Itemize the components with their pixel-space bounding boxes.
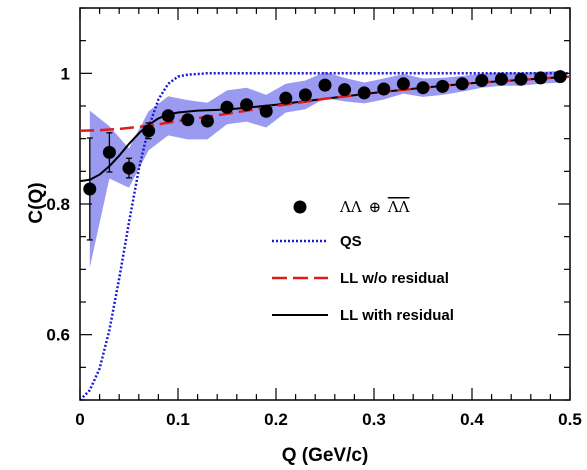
legend-data-label-prefix: ΛΛ <box>339 198 362 216</box>
data-point <box>122 161 136 175</box>
plot-frame <box>79 7 571 401</box>
data-point <box>200 114 214 128</box>
data-point <box>455 77 469 91</box>
systematic-band <box>89 70 561 268</box>
data-point-layer <box>83 70 567 241</box>
data-point <box>220 100 234 114</box>
x-tick-label: 0.4 <box>460 410 484 429</box>
qs-curve <box>80 72 570 400</box>
data-point <box>553 70 567 84</box>
data-point <box>83 182 97 196</box>
data-point <box>240 98 254 112</box>
legend-label-ll-with-residual: LL with residual <box>340 307 454 324</box>
data-point <box>142 124 156 138</box>
data-point <box>279 91 293 105</box>
x-tick-label: 0.3 <box>362 410 386 429</box>
legend-data-label: ΛΛ ⊕ ΛΛ <box>339 198 410 216</box>
legend-label-ll-wo-residual: LL w/o residual <box>340 270 449 287</box>
legend-data-marker <box>293 200 307 214</box>
data-point <box>259 104 273 118</box>
legend-data-label-op: ⊕ <box>368 198 381 216</box>
legend-label-qs: QS <box>340 233 362 250</box>
data-point <box>436 79 450 93</box>
legend: ΛΛ ⊕ ΛΛ QS LL w/o residual LL with resid… <box>272 198 454 324</box>
curve-layer <box>80 72 570 400</box>
x-tick-label: 0.2 <box>264 410 288 429</box>
data-point <box>298 88 312 102</box>
data-point <box>181 113 195 127</box>
legend-data-label-bar: ΛΛ <box>387 198 410 216</box>
data-point <box>102 145 116 159</box>
y-axis-title: C(Q) <box>26 182 47 223</box>
data-point <box>534 71 548 85</box>
data-point <box>514 72 528 86</box>
data-point <box>161 109 175 123</box>
x-tick-label: 0.5 <box>558 410 582 429</box>
data-point <box>494 72 508 86</box>
data-point <box>475 74 489 88</box>
data-point <box>338 83 352 97</box>
data-point <box>377 82 391 96</box>
systematic-band-layer <box>89 70 561 268</box>
data-point <box>416 81 430 95</box>
x-axis-title: Q (GeV/c) <box>282 445 369 466</box>
y-tick-label: 1 <box>61 64 70 83</box>
data-point <box>318 78 332 92</box>
data-point <box>357 86 371 100</box>
x-tick-label: 0 <box>75 410 84 429</box>
tick-layer: 0 0.1 0.2 0.3 0.4 0.5 0.6 0.8 1 <box>46 7 582 429</box>
y-tick-label: 0.6 <box>46 326 70 345</box>
data-point <box>396 77 410 91</box>
y-tick-label: 0.8 <box>46 195 70 214</box>
x-tick-label: 0.1 <box>166 410 190 429</box>
